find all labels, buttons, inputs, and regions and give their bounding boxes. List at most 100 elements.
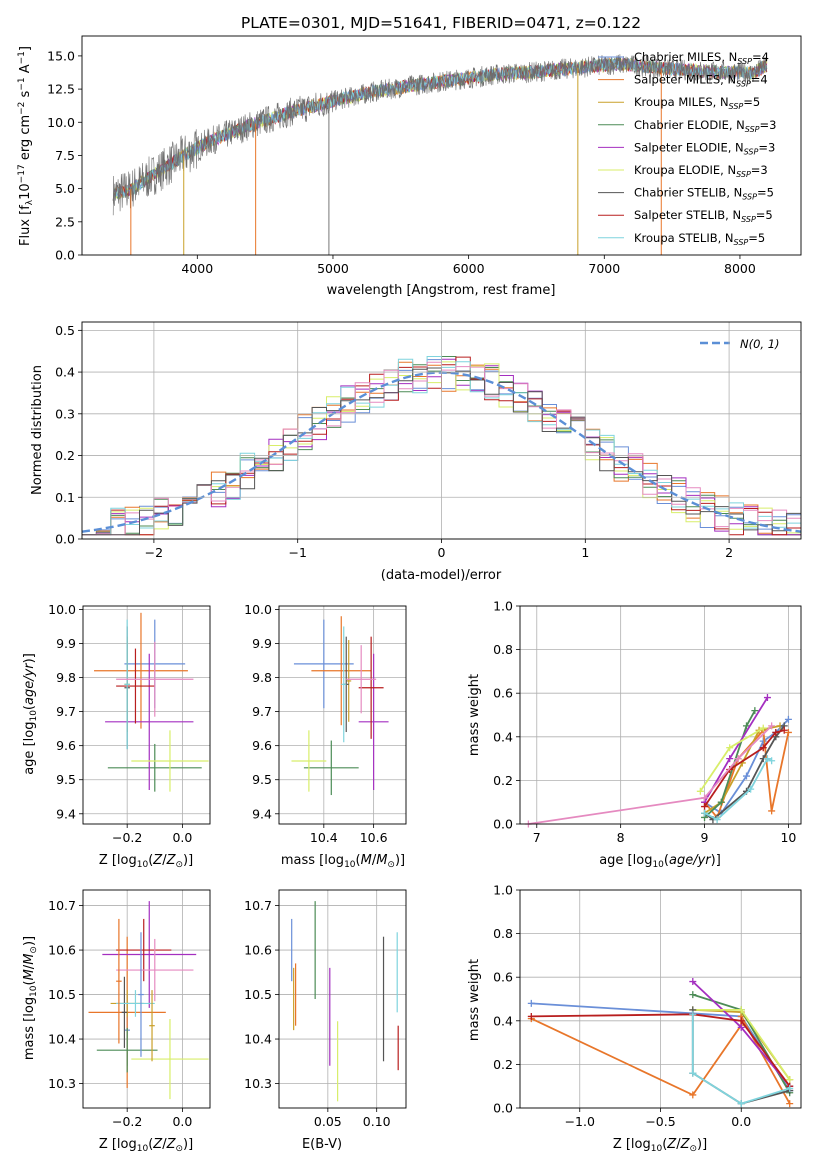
age-massweight-marker: [780, 726, 788, 734]
z-mass-ytick-label: 10.7: [48, 898, 76, 913]
spectrum-title: PLATE=0301, MJD=51641, FIBERID=0471, z=0…: [241, 14, 641, 32]
legend-label: Chabrier STELIB, NSSP=5: [634, 186, 774, 202]
spectrum-xtick-label: 8000: [724, 261, 756, 276]
spectrum-xtick-label: 5000: [317, 261, 349, 276]
histogram-xtick-label: 0: [438, 545, 446, 560]
age-massweight-marker: [734, 755, 742, 763]
mass-age-ytick-label: 9.9: [252, 636, 272, 651]
z-age-ylabel: age [log10(age/yr)]: [22, 653, 39, 775]
ebv-mass-xtick-label: 0.05: [314, 1114, 342, 1129]
z-mass-panel: −0.2 0.0 10.3 10.4 10.5 10.6 10.7: [48, 889, 211, 1129]
z-massweight-xtick-label: −1.0: [565, 1114, 595, 1129]
ebv-mass-ytick-label: 10.3: [244, 1076, 272, 1091]
z-massweight-marker: [737, 1100, 745, 1108]
age-massweight-panel: 7 8 9 10 0.0 0.2 0.4 0.6 0.8 1.0: [493, 599, 802, 845]
histogram-xtick-label: −1: [288, 545, 306, 560]
mass-age-ytick-label: 10.0: [244, 602, 272, 617]
age-massweight-marker: [742, 722, 750, 730]
age-massweight-marker: [726, 755, 734, 763]
z-massweight-marker: [527, 1012, 535, 1020]
z-massweight-marker: [689, 1069, 697, 1077]
age-massweight-xtick-label: 8: [617, 830, 625, 845]
age-massweight-marker: [772, 728, 780, 736]
histogram-xtick-label: −2: [145, 545, 163, 560]
z-age-ytick-label: 9.8: [56, 670, 76, 685]
histogram-ytick-label: 0.3: [55, 406, 75, 421]
z-age-ytick-label: 9.9: [56, 636, 76, 651]
z-massweight-marker: [786, 1076, 794, 1084]
z-massweight-ytick-label: 0.8: [493, 926, 513, 941]
histogram-xtick-label: 1: [581, 545, 589, 560]
z-age-ytick-label: 9.6: [56, 738, 76, 753]
spectrum-axes: 4000 5000 6000 7000 8000 0.0 2.5 5.0 7.5 10.0 12.5…: [47, 35, 802, 276]
spectrum-legend: Chabrier MILES, NSSP=4 Salpeter MILES, NS…: [598, 50, 776, 247]
histogram-ytick-label: 0.4: [55, 365, 75, 380]
age-massweight-marker: [751, 707, 759, 715]
z-massweight-marker: [786, 1100, 794, 1108]
z-age-panel: −0.2 0.0 9.4 9.5 9.6 9.7 9.8 9.9 10.0: [48, 602, 211, 845]
spectrum-xtick-label: 7000: [588, 261, 620, 276]
age-massweight-marker: [763, 694, 771, 702]
mass-age-xtick-label: 10.6: [360, 830, 388, 845]
normal-legend-label: N(0, 1): [740, 337, 780, 351]
age-massweight-marker: [759, 737, 767, 745]
z-massweight-marker: [689, 1091, 697, 1099]
z-massweight-line: [691, 1014, 790, 1105]
spectrum-ytick-label: 12.5: [47, 82, 75, 97]
ebv-mass-ytick-label: 10.7: [244, 898, 272, 913]
histogram-step: [82, 361, 801, 536]
age-mw-ylabel: mass weight: [467, 674, 482, 756]
z-age-ytick-label: 9.4: [56, 806, 76, 821]
legend-label: Chabrier MILES, NSSP=4: [634, 50, 769, 66]
z-massweight-marker: [737, 1017, 745, 1025]
spectrum-xlabel: wavelength [Angstrom, rest frame]: [327, 283, 556, 298]
age-massweight-ytick-label: 0.2: [493, 773, 513, 788]
age-massweight-marker: [742, 772, 750, 780]
age-massweight-marker: [696, 787, 704, 795]
spectrum-lines: [112, 54, 768, 255]
age-massweight-ytick-label: 0.6: [493, 686, 513, 701]
ebv-mass-xtick-label: 0.10: [363, 1114, 391, 1129]
z-massweight-marker: [689, 991, 697, 999]
histogram-step: [82, 356, 801, 536]
legend-label: Salpeter ELODIE, NSSP=3: [634, 140, 775, 156]
z-massweight-frame: [519, 889, 802, 1109]
z-massweight-marker: [527, 999, 535, 1007]
z-age-frame: [82, 605, 211, 825]
age-massweight-xtick-label: 10: [780, 830, 796, 845]
age-massweight-marker: [768, 757, 776, 765]
legend-label: Salpeter STELIB, NSSP=5: [634, 208, 773, 224]
z-age-ytick-label: 9.5: [56, 772, 76, 787]
age-massweight-marker: [713, 816, 721, 824]
z-mass-xtick-label: 0.0: [172, 1114, 192, 1129]
z-age-xlabel: Z [log10(Z/Z⊙)]: [99, 853, 193, 870]
histogram-frame: [81, 321, 802, 540]
ebv-mass-panel: 0.05 0.10 10.3 10.4 10.5 10.6 10.7: [244, 889, 407, 1129]
age-massweight-ytick-label: 0.0: [493, 817, 513, 832]
z-massweight-xtick-label: 0.0: [731, 1114, 751, 1129]
spectrum-plot-area: [112, 54, 768, 255]
z-mass-xtick-label: −0.2: [112, 1114, 142, 1129]
age-massweight-ytick-label: 1.0: [493, 599, 513, 614]
age-massweight-marker: [717, 798, 725, 806]
spectrum-ytick-label: 10.0: [47, 115, 75, 130]
z-age-xtick-label: −0.2: [112, 830, 142, 845]
ebv-mass-ytick-label: 10.5: [244, 987, 272, 1002]
z-age-ytick-label: 10.0: [48, 602, 76, 617]
z-massweight-panel: −1.0 −0.5 0.0 0.0 0.2 0.4 0.6 0.8 1.0: [493, 883, 802, 1129]
ebv-mass-ytick-label: 10.6: [244, 943, 272, 958]
z-mass-ytick-label: 10.4: [48, 1032, 76, 1047]
z-massweight-marker: [737, 1006, 745, 1014]
z-massweight-ytick-label: 0.6: [493, 970, 513, 985]
age-massweight-marker: [701, 794, 709, 802]
spectrum-ytick-label: 15.0: [47, 48, 75, 63]
spectrum-ytick-label: 7.5: [55, 148, 75, 163]
z-massweight-marker: [689, 1010, 697, 1018]
legend-label: Kroupa ELODIE, NSSP=3: [634, 163, 768, 179]
z-mw-ylabel: mass weight: [467, 959, 482, 1041]
legend-label: Salpeter MILES, NSSP=4: [634, 73, 768, 89]
spectrum-ytick-label: 0.0: [55, 248, 75, 263]
histogram-ylabel: Normed distribution: [30, 365, 45, 495]
age-mw-xlabel: age [log10(age/yr)]: [599, 853, 721, 870]
age-massweight-line: [703, 725, 785, 821]
